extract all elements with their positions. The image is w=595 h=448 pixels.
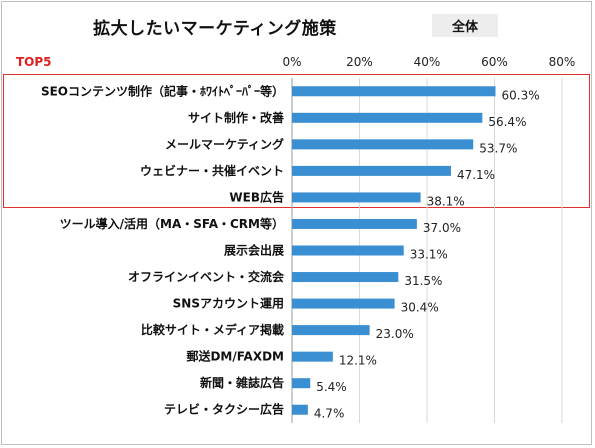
bar <box>292 86 496 97</box>
bar <box>292 192 421 203</box>
category-label: ウェビナー・共催イベント <box>140 163 284 178</box>
value-label: 37.0% <box>423 221 461 235</box>
value-label: 38.1% <box>427 194 465 208</box>
value-labels: 60.3% 56.4% 53.7% 47.1% 38.1% 37.0% 33.1% 31.5%… <box>314 88 540 420</box>
x-tick-label: 60% <box>481 55 508 69</box>
value-label: 56.4% <box>488 115 526 129</box>
top5-label: TOP5 <box>16 55 52 69</box>
value-label: 53.7% <box>479 141 517 155</box>
bars <box>292 86 496 415</box>
value-label: 4.7% <box>314 407 345 421</box>
x-tick-label: 0% <box>282 55 301 69</box>
category-labels: SEOコンテンツ制作（記事・ﾎﾜｲﾄﾍﾟｰﾊﾟｰ等） サイト制作・改善メールマーケ… <box>41 83 285 416</box>
bar <box>292 139 474 150</box>
bar <box>292 272 399 283</box>
category-label: ツール導入/活用（MA・SFA・CRM等） <box>60 216 284 231</box>
category-label: 郵送DM/FAXDM <box>186 349 284 364</box>
category-label: WEB広告 <box>229 189 284 204</box>
bar <box>292 112 483 123</box>
value-label: 5.4% <box>316 380 347 394</box>
category-label: オフラインイベント・交流会 <box>128 269 285 284</box>
value-label: 12.1% <box>339 354 377 368</box>
value-label: 23.0% <box>376 327 414 341</box>
chart-title: 拡大したいマーケティング施策 <box>93 19 337 39</box>
category-label: 新聞・雑誌広告 <box>200 375 284 390</box>
x-axis-ticks: 0% 20% 40% 60% 80% <box>282 55 575 69</box>
value-label: 33.1% <box>410 248 448 262</box>
bar <box>292 245 404 256</box>
segment-badge: 全体 <box>432 14 498 37</box>
category-label: SEOコンテンツ制作（記事・ﾎﾜｲﾄﾍﾟｰﾊﾟｰ等） <box>41 83 284 98</box>
value-label: 47.1% <box>457 168 495 182</box>
category-label: 展示会出展 <box>224 243 284 258</box>
bar <box>292 218 417 229</box>
bar <box>292 165 451 176</box>
category-label: 比較サイト・メディア掲載 <box>141 322 284 337</box>
category-label: サイト制作・改善 <box>188 110 284 125</box>
bar <box>292 378 311 389</box>
x-tick-label: 80% <box>549 55 576 69</box>
value-label: 60.3% <box>502 88 540 102</box>
category-label: テレビ・タクシー広告 <box>164 402 284 417</box>
x-tick-label: 20% <box>346 55 373 69</box>
top5-highlight-box <box>3 74 590 208</box>
x-tick-label: 40% <box>414 55 441 69</box>
bar <box>292 404 308 415</box>
category-label: SNSアカウント運用 <box>173 297 284 311</box>
category-label: メールマーケティング <box>165 136 284 151</box>
bar <box>292 325 370 336</box>
value-label: 30.4% <box>401 301 439 315</box>
value-label: 31.5% <box>404 274 442 288</box>
bar <box>292 298 395 309</box>
bar <box>292 351 333 362</box>
